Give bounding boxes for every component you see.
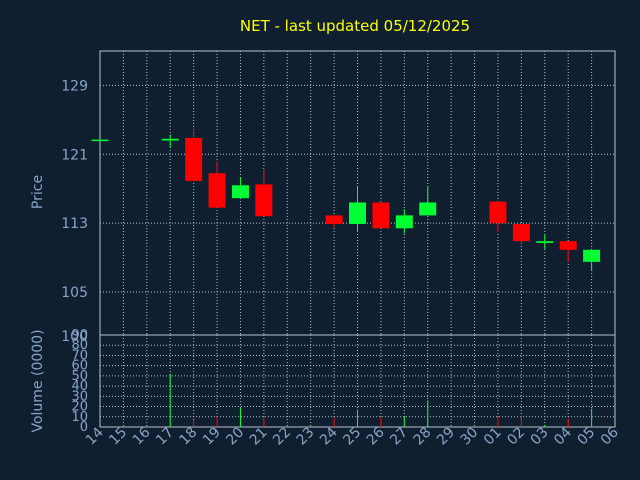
volume-axis-label: Volume (0000) <box>30 329 46 432</box>
x-tick-label: 19 <box>200 425 224 449</box>
volume-tick-label: 30 <box>71 389 88 404</box>
volume-tick-label: 80 <box>71 338 88 353</box>
candle-body <box>255 184 273 217</box>
x-tick-label: 03 <box>528 425 552 449</box>
candle-body <box>512 223 530 242</box>
price-tick-label: 105 <box>61 285 88 301</box>
volume-tick-label: 50 <box>71 369 88 384</box>
x-tick-label: 23 <box>294 425 318 449</box>
x-tick-label: 25 <box>340 425 364 449</box>
candle-body <box>91 139 109 142</box>
candle-body <box>536 241 554 243</box>
candle-body <box>325 215 343 224</box>
x-axis: 14 15 16 17 18 19 20 21 22 23 24 25 26 27 28 29 30 01 02 03… <box>83 424 622 448</box>
x-tick-label: 28 <box>411 425 435 449</box>
volume-tick-label: 0 <box>80 420 88 435</box>
x-tick-label: 17 <box>153 425 177 449</box>
volume-tick-label: 60 <box>71 359 88 374</box>
price-tick-label: 100 <box>61 329 88 345</box>
candle-body <box>559 241 577 250</box>
chart-title: NET - last updated 05/12/2025 <box>240 17 470 35</box>
price-panel: 105 113 121 129 100 <box>61 50 616 345</box>
candle-body <box>395 215 413 229</box>
x-axis-label: Day <box>333 459 361 475</box>
volume-tick-label: 10 <box>71 410 88 425</box>
candle-body <box>185 137 203 181</box>
x-tick-label: 16 <box>130 424 154 448</box>
volume-tick-label: 40 <box>71 379 88 394</box>
x-tick-label: 04 <box>551 424 575 448</box>
candle-body <box>583 249 601 262</box>
volume-tick-label: 20 <box>71 400 88 415</box>
x-tick-label: 02 <box>504 425 528 449</box>
candle-body <box>489 201 507 224</box>
x-tick-label: 18 <box>177 425 201 449</box>
x-tick-label: 06 <box>598 424 622 448</box>
volume-tick-label: 70 <box>71 348 88 363</box>
price-axis-label: Price <box>30 175 46 209</box>
candle-body <box>372 202 390 229</box>
x-tick-label: 22 <box>270 425 294 449</box>
price-tick-label: 129 <box>61 78 88 94</box>
x-tick-label: 29 <box>434 425 458 449</box>
x-tick-label: 27 <box>387 425 411 449</box>
x-tick-label: 01 <box>481 425 505 449</box>
candle-body <box>231 185 249 199</box>
x-tick-label: 15 <box>106 425 130 449</box>
x-tick-label: 26 <box>364 424 388 448</box>
candle-body <box>208 173 226 208</box>
x-tick-label: 20 <box>223 425 247 449</box>
x-tick-label: 30 <box>457 425 481 449</box>
candle-body <box>419 202 437 216</box>
candle-body <box>161 138 179 141</box>
price-tick-label: 121 <box>61 147 88 163</box>
x-tick-label: 21 <box>247 425 271 449</box>
price-tick-label: 113 <box>61 216 88 232</box>
volume-tick-label: 90 <box>71 328 88 343</box>
x-tick-label: 05 <box>574 425 598 449</box>
candle-body <box>349 202 366 224</box>
x-tick-label: 24 <box>317 424 341 448</box>
